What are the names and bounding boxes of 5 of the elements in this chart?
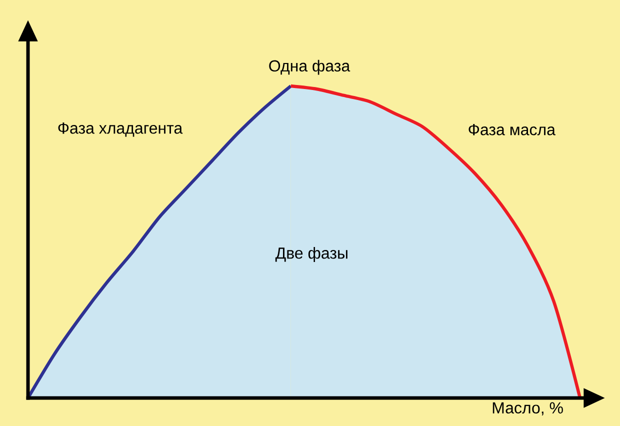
x-axis-title: Масло, % xyxy=(492,402,563,416)
annotation: Фаза хладагента xyxy=(58,122,183,137)
annotation: Две фазы xyxy=(275,247,348,262)
annotation: Фаза масла xyxy=(468,124,556,136)
text: Одна фаза xyxy=(269,60,350,75)
